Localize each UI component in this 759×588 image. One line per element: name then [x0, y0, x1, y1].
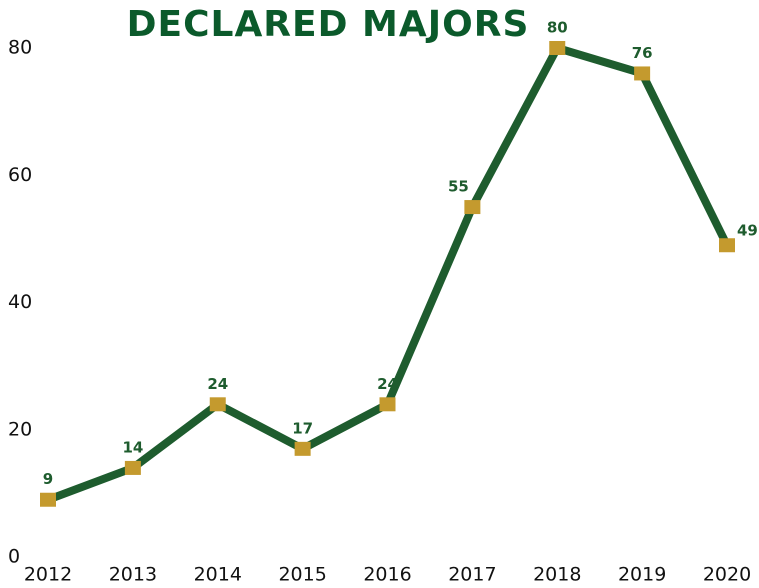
- marker: [719, 238, 735, 253]
- x-tick-label: 2012: [24, 564, 72, 586]
- data-label: 24: [207, 375, 228, 393]
- chart-title: DECLARED MAJORS: [127, 4, 530, 45]
- data-label: 80: [547, 19, 568, 37]
- data-label: 76: [632, 44, 653, 62]
- data-label: 14: [122, 438, 143, 456]
- data-label: 49: [737, 222, 758, 240]
- y-tick-label: 80: [8, 37, 32, 59]
- x-tick-label: 2013: [109, 564, 157, 586]
- y-tick-label: 20: [8, 418, 32, 440]
- y-tick-label: 0: [8, 546, 20, 568]
- marker: [124, 460, 141, 475]
- marker: [379, 397, 396, 412]
- marker: [634, 66, 651, 81]
- data-label: 9: [43, 470, 53, 488]
- x-tick-label: 2016: [363, 564, 411, 586]
- y-tick-label: 40: [8, 291, 32, 313]
- marker: [40, 492, 56, 507]
- x-tick-label: 2020: [703, 564, 751, 586]
- marker: [549, 41, 566, 55]
- x-tick-label: 2019: [618, 564, 666, 586]
- x-tick-label: 2015: [278, 564, 326, 586]
- data-label: 24: [377, 375, 398, 393]
- x-tick-label: 2018: [533, 564, 581, 586]
- x-tick-label: 2014: [194, 564, 242, 586]
- line: [46, 44, 731, 504]
- data-label: 17: [292, 419, 313, 437]
- marker: [209, 397, 226, 412]
- data-label: 55: [448, 178, 469, 196]
- marker: [294, 441, 311, 456]
- y-tick-label: 60: [8, 164, 32, 186]
- marker: [464, 200, 481, 215]
- x-tick-label: 2017: [448, 564, 496, 586]
